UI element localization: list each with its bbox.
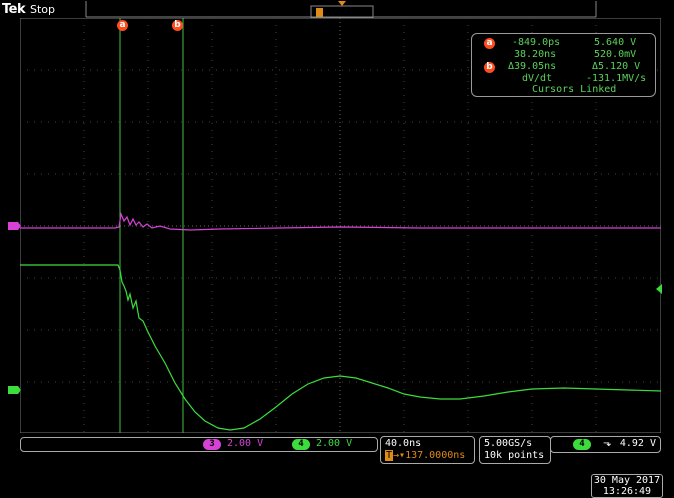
ch3-waveform [20, 211, 661, 231]
ch3-readout[interactable]: 3 2.00 V [203, 437, 263, 450]
cursor-readout-panel: a -849.0ps 5.640 V 38.20ns 520.0mV b Δ39… [471, 33, 656, 97]
cursor-b-time: 38.20ns [514, 49, 557, 60]
ch3-badge: 3 [203, 439, 221, 450]
dvdt-label: dV/dt [522, 73, 553, 84]
ch3-scale: 2.00 V [227, 438, 264, 449]
top-status-bar: Tek Stop [0, 0, 674, 18]
cursor-a-time: -849.0ps [512, 37, 561, 48]
channel-offset-markers[interactable] [6, 18, 26, 433]
position-arrow-icon: →▾ [393, 450, 406, 461]
falling-edge-icon: ⬎ [603, 438, 612, 449]
brand-logo: Tek [2, 2, 26, 17]
record-view-bar [85, 1, 597, 18]
expansion-point-marker [338, 1, 346, 6]
cursor-b-label[interactable]: b [172, 19, 183, 31]
trigger-position-icon: T [385, 450, 394, 461]
ch4-readout[interactable]: 4 2.00 V [292, 437, 352, 450]
dvdt-value: -131.1MV/s [586, 73, 647, 84]
acquisition-readout[interactable]: 5.00GS/s 10k points [479, 436, 551, 464]
date: 30 May 2017 [593, 475, 661, 486]
record-length: 10k points [484, 450, 545, 461]
date-time-readout: 30 May 2017 13:26:49 [591, 474, 663, 498]
delta-time: Δ39.05ns [508, 61, 557, 72]
cursor-a-badge: a [484, 38, 495, 49]
cursor-b-badge: b [484, 62, 495, 73]
trigger-level: 4.92 V [619, 438, 656, 449]
sample-rate: 5.00GS/s [484, 438, 533, 449]
horizontal-scale: 40.0ns [385, 438, 422, 449]
ch3-ground-marker [8, 222, 21, 230]
cursors-linked-label: Cursors Linked [532, 84, 617, 95]
trigger-source-badge: 4 [573, 439, 591, 450]
ch4-scale: 2.00 V [316, 438, 353, 449]
ch4-waveform [20, 264, 661, 431]
trigger-readout[interactable]: 4 ⬎ 4.92 V [550, 436, 661, 453]
channel-readout-box [20, 437, 378, 452]
delta-volt: Δ5.120 V [592, 61, 641, 72]
ch4-badge: 4 [292, 439, 310, 450]
acquisition-state: Stop [30, 3, 56, 16]
time: 13:26:49 [602, 486, 652, 497]
horizontal-position: T→▾137.0000ns [385, 450, 466, 461]
trigger-position-marker [316, 8, 323, 17]
bottom-status-bar [0, 434, 674, 498]
ch4-ground-marker [8, 386, 21, 394]
trigger-level-marker[interactable] [655, 284, 663, 294]
timebase-readout[interactable]: 40.0ns T→▾137.0000ns [380, 436, 475, 464]
cursor-a-volt: 5.640 V [594, 37, 637, 48]
cursor-a-label[interactable]: a [117, 19, 128, 31]
cursor-b-volt: 520.0mV [594, 49, 637, 60]
